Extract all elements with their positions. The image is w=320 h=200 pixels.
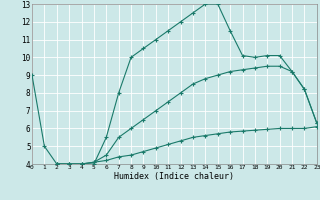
X-axis label: Humidex (Indice chaleur): Humidex (Indice chaleur): [115, 172, 234, 181]
